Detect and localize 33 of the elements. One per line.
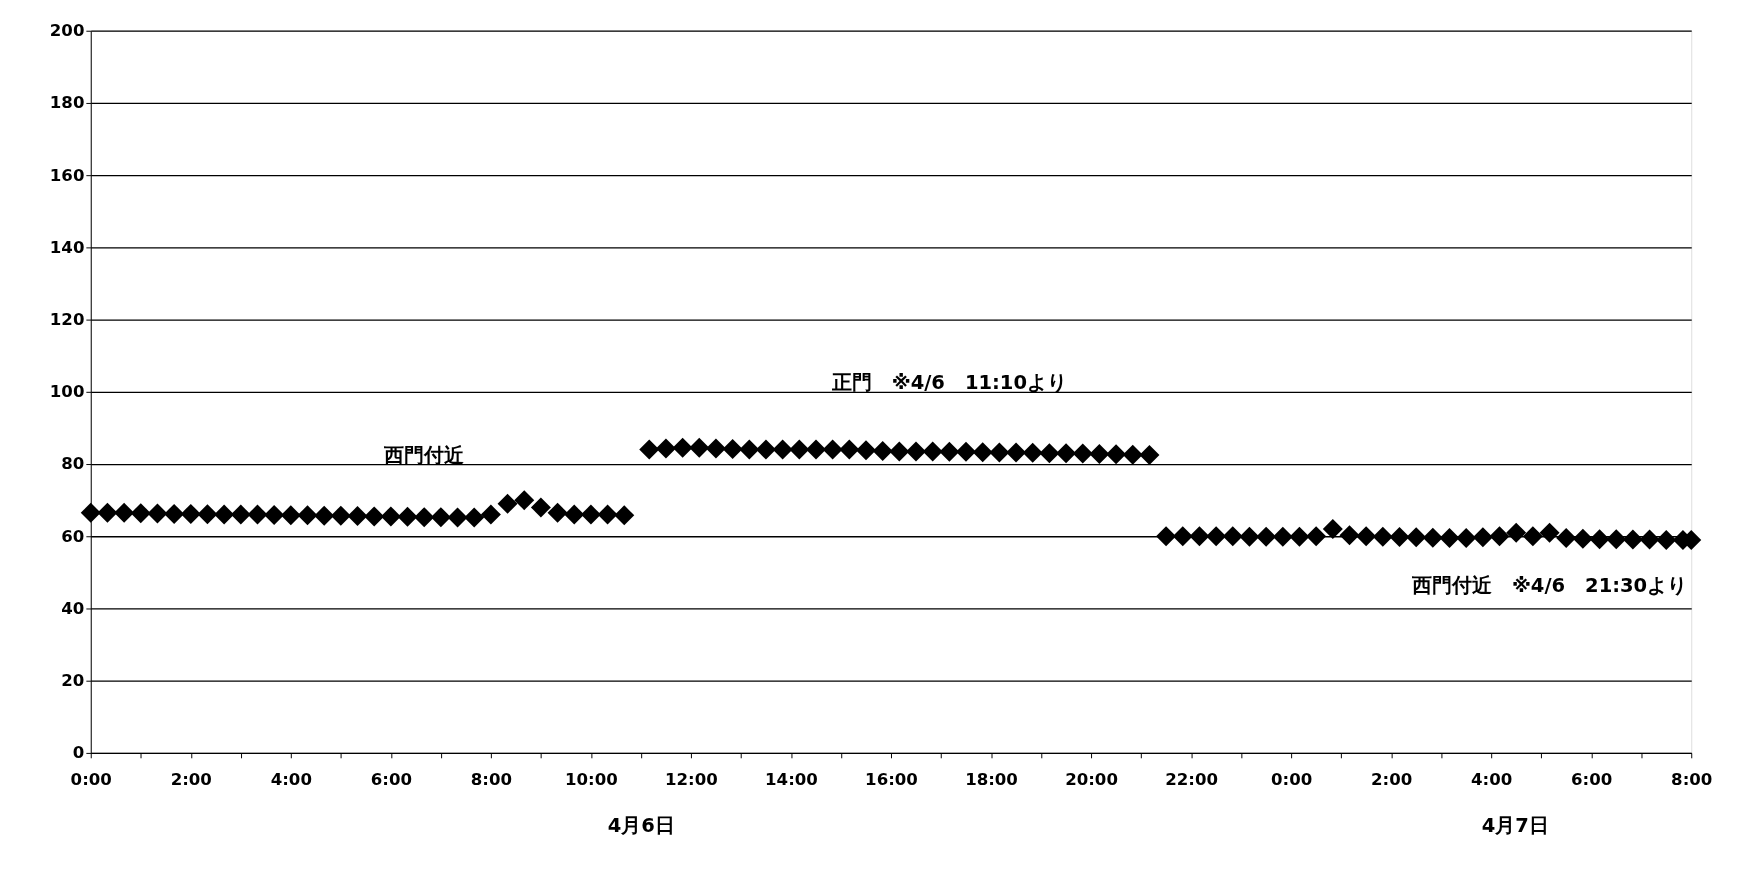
x-tick-label: 14:00 [765, 769, 818, 789]
x-tick-label: 8:00 [470, 769, 512, 789]
x-tick-label: 0:00 [70, 769, 112, 789]
y-tick-label: 180 [49, 93, 85, 113]
x-tick-label: 12:00 [665, 769, 718, 789]
text: 4月6日 [607, 813, 675, 837]
x-tick-label: 22:00 [1165, 769, 1218, 789]
y-tick-label: 160 [49, 165, 85, 185]
x-tick-label: 16:00 [865, 769, 918, 789]
y-tick-label: 60 [61, 526, 85, 546]
x-tick-label: 8:00 [1671, 769, 1713, 789]
x-tick-label: 10:00 [565, 769, 618, 789]
y-tick-label: 80 [61, 454, 85, 474]
x-tick-label: 18:00 [965, 769, 1018, 789]
x-tick-label: 6:00 [1571, 769, 1613, 789]
y-tick-label: 20 [61, 671, 85, 691]
x-tick-label: 2:00 [1371, 769, 1413, 789]
x-tick-label: 6:00 [370, 769, 412, 789]
x-tick-label: 2:00 [170, 769, 212, 789]
y-tick-label: 120 [49, 309, 85, 329]
y-tick-label: 0 [72, 743, 85, 763]
series-label: 西門付近 ※4/6 21:30より [1410, 574, 1688, 598]
text: 正門 ※4/6 11:10より [830, 371, 1068, 395]
x-tick-label: 20:00 [1065, 769, 1118, 789]
y-tick-label: 40 [61, 598, 85, 618]
y-tick-label: 100 [49, 382, 85, 402]
y-tick-label: 140 [49, 237, 85, 257]
text: 4月7日 [1481, 813, 1549, 837]
x-tick-label: 0:00 [1270, 769, 1313, 789]
x-tick-label: 4:00 [1471, 769, 1513, 789]
y-tick-label: 200 [49, 21, 85, 41]
x-tick-label: 4:00 [270, 769, 312, 789]
text: 西門付近 [383, 444, 465, 468]
